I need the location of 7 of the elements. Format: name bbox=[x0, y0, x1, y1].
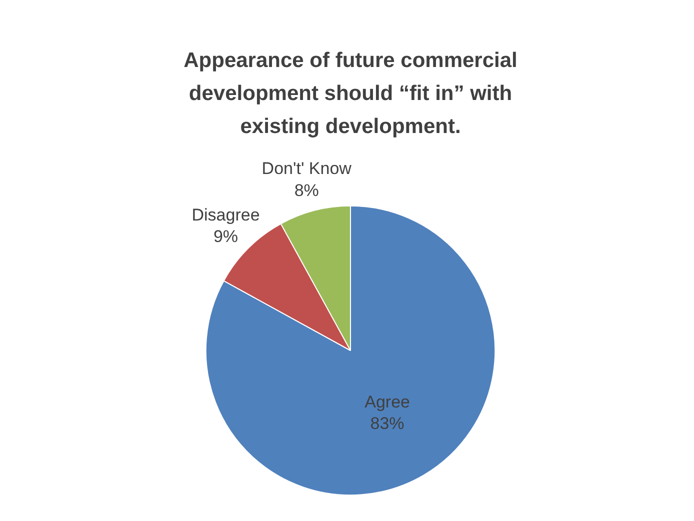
slice-label: Agree bbox=[364, 392, 410, 412]
slice-label: Don't' Know bbox=[262, 159, 352, 178]
data-label: 9% bbox=[213, 227, 238, 246]
data-label: 83% bbox=[370, 414, 404, 434]
data-label: 8% bbox=[294, 181, 319, 200]
slice-label: Disagree bbox=[192, 205, 260, 224]
chart-title: Appearance of future commercial development should “fit in” with existing development. bbox=[184, 49, 518, 138]
